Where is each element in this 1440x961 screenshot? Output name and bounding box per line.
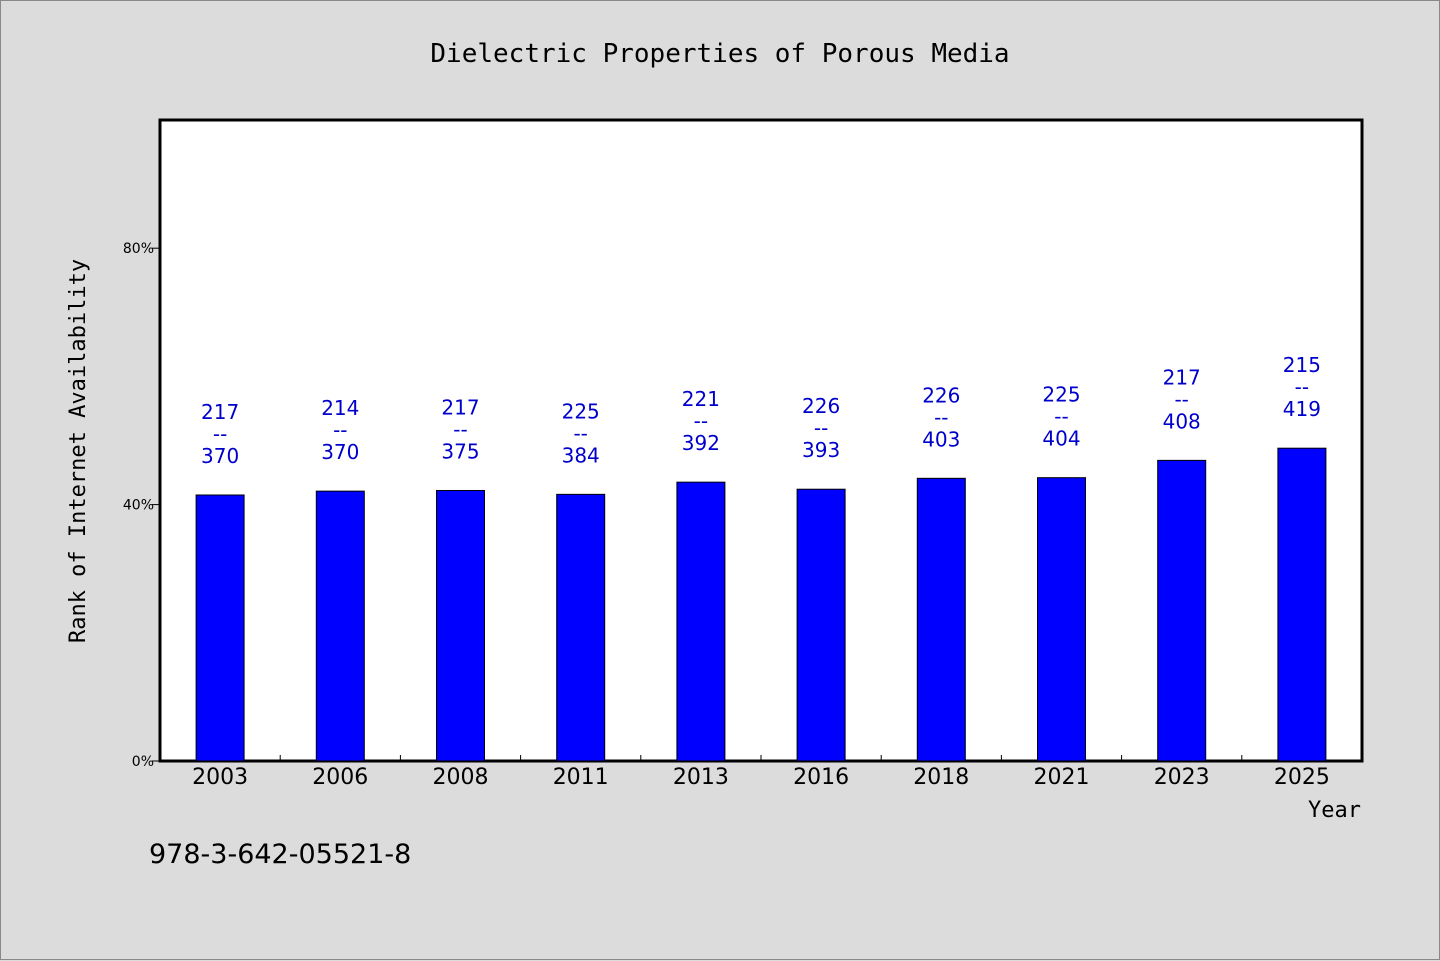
data-label: 370: [321, 440, 359, 464]
x-tick-label: 2006: [312, 765, 368, 790]
bar: [916, 477, 966, 762]
bar: [1037, 477, 1086, 762]
data-label: 403: [922, 427, 960, 451]
x-tick-label: 2013: [673, 765, 729, 790]
bar: [315, 490, 365, 762]
data-label: 226: [922, 383, 960, 407]
x-tick-label: 2008: [433, 765, 489, 790]
x-tick-label: 2011: [553, 765, 609, 790]
data-label: --: [1174, 387, 1188, 411]
y-axis-label: Rank of Internet Availability: [66, 259, 91, 643]
x-tick-label: 2016: [793, 765, 849, 790]
y-tick-label: 40%: [123, 498, 154, 514]
bars: 217--370214--370217--375225--384221--392…: [195, 353, 1327, 762]
x-axis-label: Year: [1308, 798, 1361, 823]
bar: [1157, 459, 1207, 762]
data-label: --: [814, 416, 828, 440]
isbn-text: 978-3-642-05521-8: [149, 839, 411, 870]
data-label: 370: [201, 444, 239, 468]
data-label: 217: [441, 395, 479, 419]
bar: [556, 493, 606, 762]
y-tick-label: 0%: [132, 754, 154, 770]
data-label: 393: [802, 438, 840, 462]
data-label: 225: [1042, 383, 1080, 407]
y-axis: 0% 40% 80%: [123, 241, 160, 770]
x-tick-label: 2003: [192, 765, 248, 790]
chart-title: Dielectric Properties of Porous Media: [430, 39, 1009, 69]
data-label: --: [1054, 405, 1068, 429]
bar: [1277, 447, 1327, 762]
data-label: 408: [1163, 409, 1201, 433]
data-label: 221: [682, 387, 720, 411]
data-label: 217: [1163, 365, 1201, 389]
y-tick-label: 80%: [123, 241, 154, 257]
data-label: 375: [441, 439, 479, 463]
data-label: --: [573, 421, 587, 445]
data-label: 392: [682, 431, 720, 455]
data-label: --: [934, 405, 948, 429]
data-label: 226: [802, 394, 840, 418]
data-label: --: [213, 422, 227, 446]
data-label: 215: [1283, 353, 1321, 377]
x-axis: 2003 2006 2008 2011 2013 2016 2018 2021 2023 2025: [192, 755, 1330, 790]
data-label: 217: [201, 400, 239, 424]
data-label: 214: [321, 396, 359, 420]
x-tick-label: 2025: [1274, 765, 1330, 790]
x-tick-label: 2021: [1034, 765, 1090, 790]
data-label: 225: [562, 399, 600, 423]
x-tick-label: 2023: [1154, 765, 1210, 790]
data-label: 384: [562, 443, 600, 467]
data-label: --: [453, 417, 467, 441]
x-tick-label: 2018: [913, 765, 969, 790]
data-label: 404: [1042, 427, 1080, 451]
bar: [436, 489, 485, 762]
bar: [676, 481, 726, 762]
data-label: --: [1295, 375, 1309, 399]
bar: [195, 494, 245, 762]
data-label: --: [694, 409, 708, 433]
data-label: --: [333, 418, 347, 442]
data-label: 419: [1283, 397, 1321, 421]
bar: [796, 488, 846, 762]
